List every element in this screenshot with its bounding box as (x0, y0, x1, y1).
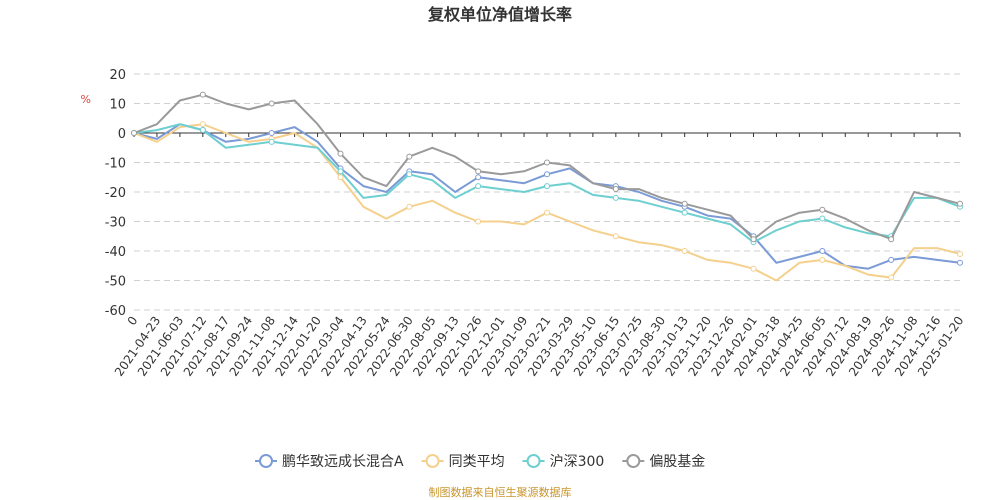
source-note: 制图数据来自恒生聚源数据库 (429, 485, 572, 499)
data-point (681, 209, 688, 216)
grid-lines (134, 73, 960, 311)
data-point (475, 168, 482, 175)
legend-item[interactable]: 同类平均 (421, 454, 505, 470)
data-point (544, 171, 550, 178)
legend-label: 鹏华致远成长混合A (282, 454, 404, 470)
legend[interactable]: 鹏华致远成长混合A 同类平均 沪深300 偏股基金 (255, 453, 705, 470)
x-axis-ticks: 02021-04-232021-06-032021-07-122021-08-1… (112, 314, 967, 379)
data-point (475, 218, 482, 225)
legend-item[interactable]: 鹏华致远成长混合A (255, 454, 404, 470)
data-point (337, 150, 344, 157)
data-point (131, 130, 137, 136)
data-point (268, 100, 275, 107)
chart-title: 复权单位净值增长率 (427, 5, 572, 24)
series-line (133, 93, 961, 241)
series-lines (131, 91, 963, 282)
series-3 (131, 91, 963, 243)
data-point (475, 183, 482, 190)
y-tick-label: 10 (109, 98, 126, 113)
y-tick-label: -40 (105, 245, 126, 260)
data-point (544, 183, 550, 190)
y-tick-label: -10 (105, 157, 126, 172)
data-point (819, 206, 826, 213)
data-point (406, 153, 413, 160)
data-point (406, 171, 413, 178)
data-point (337, 174, 344, 181)
y-axis-unit: % (81, 93, 91, 106)
data-point (681, 200, 688, 207)
legend-item[interactable]: 偏股基金 (622, 453, 705, 470)
data-point (819, 248, 826, 254)
data-point (819, 215, 826, 222)
legend-marker-swatch (259, 454, 273, 468)
data-point (612, 194, 619, 201)
data-point (750, 236, 757, 243)
data-point (475, 174, 482, 181)
y-tick-label: 0 (118, 127, 126, 142)
legend-item[interactable]: 沪深300 (522, 454, 605, 470)
legend-label: 同类平均 (449, 454, 505, 470)
data-point (544, 159, 550, 166)
x-tick-label: 0 (125, 314, 141, 328)
data-point (681, 248, 688, 254)
series-line (133, 123, 961, 282)
y-tick-label: -20 (105, 186, 126, 201)
y-tick-label: 20 (109, 68, 126, 83)
series-1 (131, 121, 963, 282)
data-point (544, 209, 550, 216)
data-point (268, 138, 275, 145)
data-point (337, 168, 344, 175)
y-tick-label: -30 (105, 216, 126, 231)
y-tick-label: -60 (105, 304, 126, 319)
data-point (268, 130, 275, 136)
y-axis-ticks: 20 10 0 -10 -20 -30 -40 -50 -60 (105, 68, 126, 319)
legend-marker-swatch (626, 454, 641, 468)
data-point (750, 265, 757, 272)
data-point (199, 91, 206, 98)
legend-marker-swatch (425, 454, 440, 468)
data-point (888, 274, 895, 281)
legend-label: 偏股基金 (649, 453, 705, 470)
data-point (957, 259, 963, 266)
series-line (133, 123, 961, 270)
data-point (888, 236, 895, 243)
data-point (957, 200, 963, 207)
data-point (612, 186, 619, 193)
data-point (888, 256, 895, 263)
data-point (199, 127, 206, 134)
series-2 (131, 123, 963, 246)
data-point (819, 256, 826, 263)
data-point (199, 121, 206, 128)
series-0 (131, 123, 963, 270)
legend-marker-swatch (526, 454, 541, 468)
data-point (957, 250, 963, 257)
legend-label: 沪深300 (550, 454, 605, 470)
data-point (406, 203, 413, 210)
data-point (612, 233, 619, 240)
y-tick-label: -50 (105, 275, 126, 290)
